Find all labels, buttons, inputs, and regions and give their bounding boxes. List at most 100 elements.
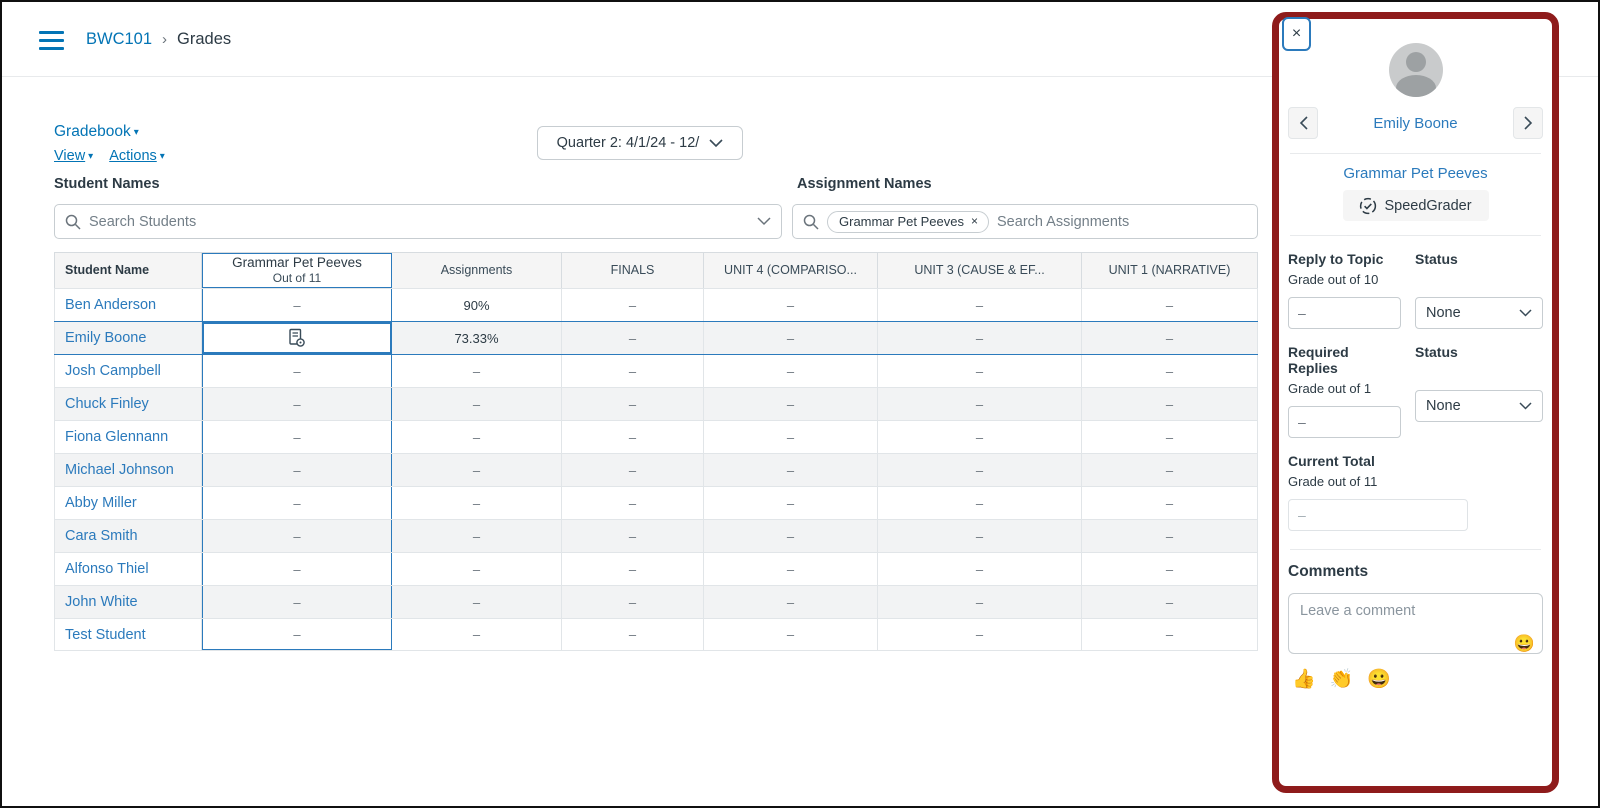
grade-cell[interactable]: – [202, 520, 392, 552]
student-name-link[interactable]: Abby Miller [65, 495, 137, 511]
assignment-filter-tag[interactable]: Grammar Pet Peeves × [827, 210, 990, 233]
grade-cell[interactable]: – [562, 520, 704, 552]
column-header[interactable]: UNIT 3 (CAUSE & EF... [878, 253, 1082, 288]
column-header[interactable]: Student Name [54, 253, 202, 288]
clap-emoji-button[interactable]: 👏 [1329, 669, 1354, 690]
column-header[interactable]: FINALS [562, 253, 704, 288]
grade-cell[interactable]: – [562, 421, 704, 453]
column-header[interactable]: Assignments [392, 253, 562, 288]
grade-cell[interactable]: – [562, 289, 704, 321]
grade-cell[interactable]: – [878, 520, 1082, 552]
student-name-link[interactable]: Josh Campbell [65, 363, 161, 379]
smile-emoji-button[interactable]: 😀 [1367, 669, 1392, 690]
grade-cell[interactable]: – [202, 553, 392, 585]
grade-cell[interactable]: – [202, 388, 392, 420]
reply-to-topic-grade-input[interactable] [1288, 297, 1401, 329]
grade-cell[interactable]: – [1082, 586, 1258, 618]
grade-cell[interactable]: – [878, 487, 1082, 519]
grade-cell[interactable]: – [1082, 421, 1258, 453]
grade-cell[interactable]: – [562, 553, 704, 585]
grade-cell[interactable]: 90% [392, 289, 562, 321]
required-replies-status-select[interactable]: None [1415, 390, 1543, 422]
tray-close-button[interactable]: × [1282, 17, 1311, 51]
grade-cell[interactable]: – [202, 454, 392, 486]
grade-cell[interactable]: – [704, 421, 878, 453]
view-menu-button[interactable]: View ▾ [54, 148, 94, 164]
grade-cell[interactable]: – [704, 520, 878, 552]
reply-to-topic-status-select[interactable]: None [1415, 297, 1543, 329]
grade-cell[interactable]: – [878, 355, 1082, 387]
grade-cell[interactable]: – [1082, 322, 1258, 354]
hamburger-menu-icon[interactable] [39, 31, 64, 50]
next-student-button[interactable] [1513, 107, 1543, 139]
grade-cell[interactable]: – [1082, 619, 1258, 650]
assignment-search-box[interactable]: Grammar Pet Peeves × [792, 204, 1258, 239]
grade-cell[interactable]: – [704, 619, 878, 650]
column-header[interactable]: UNIT 1 (NARRATIVE) [1082, 253, 1258, 288]
thumbs-up-emoji-button[interactable]: 👍 [1292, 669, 1316, 690]
student-name-link[interactable]: Test Student [65, 626, 146, 643]
student-name-link[interactable]: John White [65, 594, 138, 610]
grade-cell[interactable]: – [1082, 355, 1258, 387]
gradebook-menu-button[interactable]: Gradebook ▾ [54, 123, 139, 140]
grade-cell[interactable]: – [704, 355, 878, 387]
student-search-box[interactable] [54, 204, 782, 239]
tag-remove-icon[interactable]: × [971, 214, 979, 228]
grade-cell[interactable]: – [392, 553, 562, 585]
grade-cell[interactable]: – [562, 388, 704, 420]
grade-cell[interactable]: – [878, 553, 1082, 585]
required-replies-grade-input[interactable] [1288, 406, 1401, 438]
comment-textarea[interactable] [1288, 593, 1543, 654]
grade-cell[interactable]: – [562, 322, 704, 354]
grade-cell[interactable]: – [704, 322, 878, 354]
grade-cell[interactable]: – [202, 289, 392, 321]
student-name-link[interactable]: Fiona Glennann [65, 429, 169, 445]
grade-cell[interactable]: – [1082, 454, 1258, 486]
grading-period-select[interactable]: Quarter 2: 4/1/24 - 12/ [537, 126, 743, 160]
grade-cell[interactable]: – [562, 487, 704, 519]
grade-cell[interactable]: – [392, 421, 562, 453]
grade-cell[interactable]: – [562, 454, 704, 486]
grade-cell[interactable]: – [878, 322, 1082, 354]
tray-assignment-name-link[interactable]: Grammar Pet Peeves [1343, 165, 1488, 182]
grade-cell[interactable]: 73.33% [392, 322, 562, 354]
grade-cell[interactable]: – [704, 586, 878, 618]
grade-cell[interactable]: – [392, 454, 562, 486]
grade-cell[interactable]: – [392, 586, 562, 618]
grade-cell[interactable]: – [1082, 553, 1258, 585]
student-name-link[interactable]: Chuck Finley [65, 396, 149, 412]
actions-menu-button[interactable]: Actions ▾ [109, 148, 165, 164]
student-name-link[interactable]: Cara Smith [65, 528, 138, 544]
student-search-input[interactable] [89, 213, 749, 230]
grade-cell[interactable]: – [562, 586, 704, 618]
tray-student-name-link[interactable]: Emily Boone [1373, 114, 1458, 132]
grade-cell[interactable]: – [392, 355, 562, 387]
grade-cell[interactable]: – [392, 520, 562, 552]
grade-cell[interactable]: – [704, 487, 878, 519]
grade-cell[interactable]: – [704, 289, 878, 321]
student-name-link[interactable]: Ben Anderson [65, 297, 157, 313]
grade-cell[interactable]: – [392, 487, 562, 519]
grade-cell[interactable] [202, 322, 392, 354]
column-header[interactable]: UNIT 4 (COMPARISO... [704, 253, 878, 288]
grade-cell[interactable]: – [1082, 289, 1258, 321]
grade-cell[interactable]: – [202, 619, 392, 650]
column-header[interactable]: Grammar Pet Peeves Out of 11 [202, 253, 392, 288]
speedgrader-button[interactable]: SpeedGrader [1342, 190, 1489, 221]
grade-cell[interactable]: – [202, 421, 392, 453]
previous-student-button[interactable] [1288, 107, 1318, 139]
emoji-picker-button[interactable]: 😀 [1513, 634, 1535, 653]
grade-cell[interactable]: – [878, 586, 1082, 618]
grade-cell[interactable]: – [878, 388, 1082, 420]
student-name-link[interactable]: Michael Johnson [65, 462, 174, 478]
grade-cell[interactable]: – [878, 619, 1082, 650]
grade-cell[interactable]: – [1082, 520, 1258, 552]
grade-cell[interactable]: – [392, 388, 562, 420]
grade-cell[interactable]: – [704, 454, 878, 486]
grade-cell[interactable]: – [202, 586, 392, 618]
grade-cell[interactable]: – [878, 289, 1082, 321]
student-name-link[interactable]: Alfonso Thiel [65, 561, 149, 577]
grade-cell[interactable]: – [878, 454, 1082, 486]
grade-cell[interactable]: – [202, 487, 392, 519]
grade-cell[interactable]: – [704, 553, 878, 585]
